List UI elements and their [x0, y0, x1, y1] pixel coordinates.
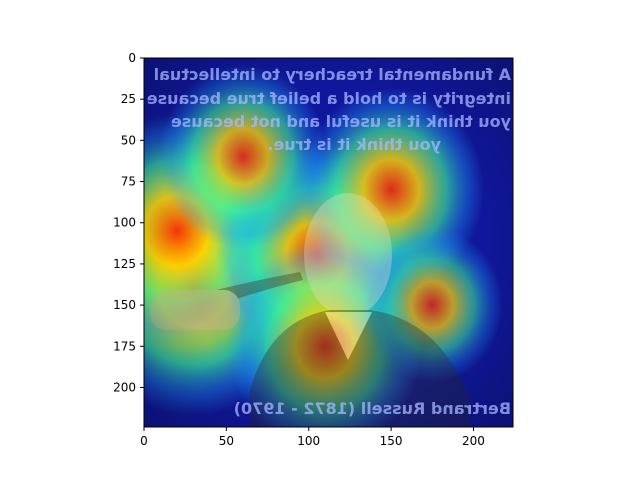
y-axis: 0 25 50 75 100 125 150 175 200 — [113, 51, 144, 394]
y-tick-label: 100 — [113, 216, 136, 230]
y-tick-label: 175 — [113, 339, 136, 353]
quote-line-1: A fundamental treachery to intellectual — [154, 65, 511, 84]
quote-attribution: Bertrand Russell (1872 - 1970) — [234, 399, 511, 418]
y-tick-label: 25 — [121, 92, 136, 106]
y-tick-label: 0 — [128, 51, 136, 65]
x-tick-label: 100 — [297, 434, 320, 448]
x-tick-label: 50 — [219, 434, 234, 448]
x-tick-label: 150 — [380, 434, 403, 448]
quote-line-4: you think it is true. — [267, 135, 441, 154]
y-tick-label: 150 — [113, 298, 136, 312]
y-tick-label: 50 — [121, 133, 136, 147]
quote-line-3: you think it is useful and not because — [171, 112, 511, 131]
x-axis: 0 50 100 150 200 — [140, 427, 485, 448]
x-tick-label: 0 — [140, 434, 148, 448]
x-tick-label: 200 — [462, 434, 485, 448]
quote-text: A fundamental treachery to intellectual … — [147, 65, 511, 418]
y-tick-label: 125 — [113, 257, 136, 271]
plot-area: A fundamental treachery to intellectual … — [144, 58, 513, 427]
axes-frame — [143, 57, 514, 428]
quote-line-2: integrity is to hold a belief true becau… — [147, 89, 511, 108]
vignette — [144, 58, 513, 427]
y-tick-label: 200 — [113, 380, 136, 394]
y-tick-label: 75 — [121, 175, 136, 189]
